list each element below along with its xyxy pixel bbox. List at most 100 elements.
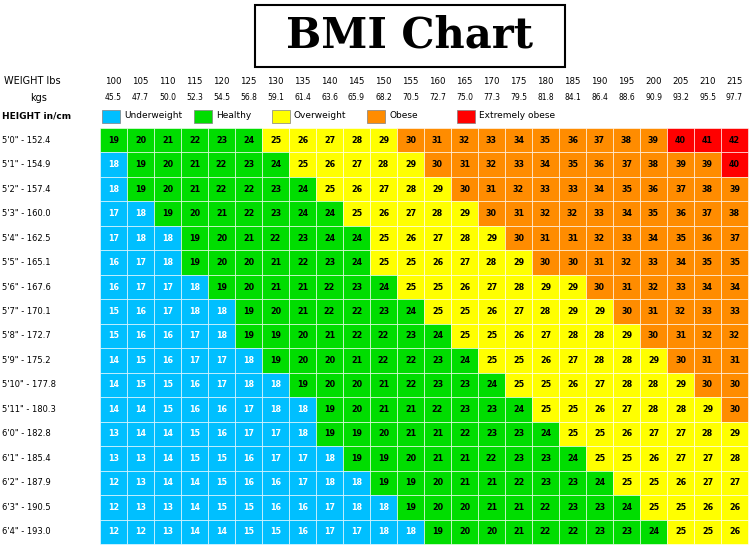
Bar xyxy=(478,299,505,324)
Bar xyxy=(478,471,505,495)
Text: 115: 115 xyxy=(186,76,202,86)
Text: 79.5: 79.5 xyxy=(510,93,527,103)
Text: 19: 19 xyxy=(297,381,308,389)
Bar xyxy=(262,251,289,275)
Bar xyxy=(397,471,424,495)
Text: 31: 31 xyxy=(459,160,470,169)
Bar xyxy=(235,397,262,422)
Bar xyxy=(343,324,370,348)
Text: 20: 20 xyxy=(189,209,200,218)
Bar xyxy=(586,471,613,495)
Bar xyxy=(235,373,262,397)
Bar xyxy=(694,422,721,446)
Bar xyxy=(208,373,235,397)
Text: 130: 130 xyxy=(267,76,284,86)
Bar xyxy=(694,177,721,201)
Text: 35: 35 xyxy=(675,234,686,242)
Bar xyxy=(451,128,478,152)
Text: 100: 100 xyxy=(105,76,122,86)
Text: 15: 15 xyxy=(135,381,146,389)
Bar xyxy=(100,128,127,152)
Text: 27: 27 xyxy=(432,234,443,242)
Text: 18: 18 xyxy=(135,234,146,242)
Bar xyxy=(559,422,586,446)
Text: 20: 20 xyxy=(351,381,362,389)
Bar xyxy=(586,299,613,324)
Text: 25: 25 xyxy=(702,527,713,536)
Bar xyxy=(370,373,397,397)
Text: 35: 35 xyxy=(540,136,551,145)
Bar xyxy=(505,299,532,324)
Bar xyxy=(370,275,397,299)
Bar xyxy=(262,275,289,299)
Bar xyxy=(316,324,343,348)
Text: 22: 22 xyxy=(351,331,362,341)
Bar xyxy=(397,177,424,201)
Text: 25: 25 xyxy=(648,503,659,512)
Text: HEIGHT in/cm: HEIGHT in/cm xyxy=(2,111,71,121)
Text: 63.6: 63.6 xyxy=(321,93,338,103)
Text: 38: 38 xyxy=(648,160,659,169)
Text: 29: 29 xyxy=(648,356,659,365)
Bar xyxy=(154,495,181,520)
Text: 12: 12 xyxy=(108,478,119,488)
Bar xyxy=(667,152,694,177)
Text: 37: 37 xyxy=(702,209,713,218)
Text: 15: 15 xyxy=(108,331,119,341)
Bar xyxy=(208,324,235,348)
Bar xyxy=(154,275,181,299)
Text: 32: 32 xyxy=(675,307,686,316)
Text: 28: 28 xyxy=(405,185,416,194)
Text: 20: 20 xyxy=(459,503,470,512)
Bar xyxy=(478,324,505,348)
Bar xyxy=(127,373,154,397)
Text: 24: 24 xyxy=(648,527,659,536)
Bar xyxy=(694,299,721,324)
Bar xyxy=(640,495,667,520)
Text: 18: 18 xyxy=(189,307,200,316)
Bar xyxy=(694,348,721,373)
Text: 30: 30 xyxy=(540,258,551,267)
Bar xyxy=(640,446,667,471)
Bar xyxy=(100,520,127,544)
Text: 5'3" - 160.0: 5'3" - 160.0 xyxy=(2,209,51,218)
Text: 14: 14 xyxy=(135,405,146,414)
Bar xyxy=(154,128,181,152)
Text: 77.3: 77.3 xyxy=(483,93,500,103)
Bar xyxy=(289,397,316,422)
Text: 20: 20 xyxy=(432,503,443,512)
Bar xyxy=(457,110,475,122)
Text: 20: 20 xyxy=(378,429,389,438)
Bar xyxy=(451,348,478,373)
Text: 20: 20 xyxy=(324,356,335,365)
Text: 29: 29 xyxy=(513,258,524,267)
Bar xyxy=(181,446,208,471)
Text: 170: 170 xyxy=(483,76,500,86)
Bar xyxy=(532,299,559,324)
Bar xyxy=(181,471,208,495)
Text: 25: 25 xyxy=(459,307,470,316)
Bar xyxy=(343,348,370,373)
Text: 31: 31 xyxy=(648,307,659,316)
Bar xyxy=(154,520,181,544)
Text: 22: 22 xyxy=(513,478,524,488)
Bar xyxy=(640,324,667,348)
Bar xyxy=(370,520,397,544)
Text: 22: 22 xyxy=(324,307,335,316)
Bar xyxy=(262,397,289,422)
Bar xyxy=(532,348,559,373)
Text: 29: 29 xyxy=(702,405,713,414)
Text: 14: 14 xyxy=(216,527,227,536)
Bar xyxy=(154,422,181,446)
Bar xyxy=(532,324,559,348)
Text: 21: 21 xyxy=(459,454,470,463)
Text: 32: 32 xyxy=(513,185,524,194)
Text: 30: 30 xyxy=(405,136,416,145)
Bar xyxy=(532,495,559,520)
Text: 13: 13 xyxy=(135,478,146,488)
Text: 26: 26 xyxy=(675,478,686,488)
Text: 26: 26 xyxy=(351,185,362,194)
Text: 18: 18 xyxy=(243,356,254,365)
Text: 22: 22 xyxy=(351,307,362,316)
Text: 18: 18 xyxy=(162,258,173,267)
